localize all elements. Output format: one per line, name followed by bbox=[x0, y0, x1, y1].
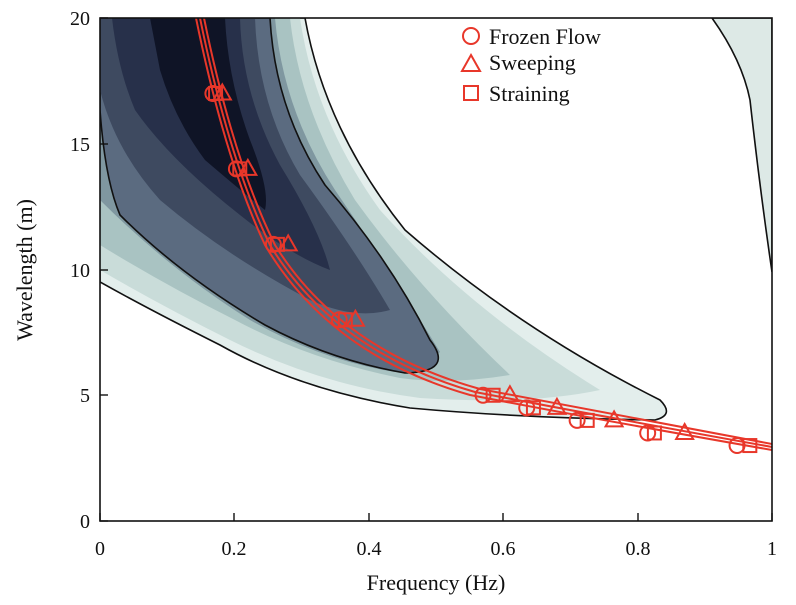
legend-circle-marker bbox=[462, 27, 480, 45]
marker-circle-0-4 bbox=[474, 386, 492, 404]
x-tick-label: 1 bbox=[767, 538, 777, 560]
legend-label-frozen-flow: Frozen Flow bbox=[489, 24, 601, 49]
y-tick-label: 20 bbox=[70, 8, 90, 30]
curve-straining bbox=[199, 18, 772, 448]
legend-triangle-marker bbox=[460, 52, 482, 72]
y-tick-label: 15 bbox=[70, 134, 90, 156]
x-tick-label: 0.8 bbox=[626, 538, 651, 560]
marker-triangle-1-7 bbox=[674, 421, 695, 440]
marker-square-2-2 bbox=[269, 236, 285, 252]
marker-triangle-1-5 bbox=[546, 396, 568, 415]
contour-lobe-right bbox=[711, 18, 772, 273]
marker-square-2-7 bbox=[646, 425, 662, 441]
marker-square-2-0 bbox=[208, 85, 224, 101]
marker-square-2-4 bbox=[485, 387, 501, 403]
x-tick-label: 0 bbox=[95, 538, 105, 560]
x-axis-ticks bbox=[99, 513, 773, 521]
y-axis-ticks bbox=[100, 17, 108, 522]
series-markers bbox=[204, 82, 758, 455]
y-tick-label: 10 bbox=[70, 260, 90, 282]
marker-square-2-5 bbox=[525, 400, 541, 416]
marker-triangle-1-4 bbox=[499, 384, 521, 403]
marker-circle-0-8 bbox=[728, 437, 746, 455]
marker-triangle-1-1 bbox=[237, 157, 259, 176]
marker-square-2-3 bbox=[337, 312, 353, 328]
legend-label-straining: Straining bbox=[489, 81, 570, 106]
curve-sweeping bbox=[203, 18, 772, 445]
curve-frozen-flow bbox=[195, 18, 772, 451]
legend-label-sweeping: Sweeping bbox=[489, 50, 576, 75]
marker-square-2-1 bbox=[232, 161, 248, 177]
y-tick-label: 5 bbox=[80, 385, 90, 407]
marker-square-2-8 bbox=[742, 438, 758, 454]
contour-field bbox=[100, 18, 772, 421]
y-tick-label: 0 bbox=[80, 511, 90, 533]
dispersion-curves bbox=[195, 18, 772, 451]
x-axis-label: Frequency (Hz) bbox=[367, 570, 506, 595]
marker-square-2-6 bbox=[579, 412, 595, 428]
y-axis-label: Wavelength (m) bbox=[12, 199, 37, 341]
x-tick-label: 0.6 bbox=[491, 538, 516, 560]
marker-circle-0-6 bbox=[568, 411, 586, 429]
x-tick-label: 0.4 bbox=[357, 538, 382, 560]
legend: Frozen Flow Sweeping Straining bbox=[460, 24, 601, 106]
x-tick-label: 0.2 bbox=[222, 538, 247, 560]
legend-square-marker bbox=[463, 85, 479, 101]
marker-triangle-1-6 bbox=[603, 409, 625, 428]
